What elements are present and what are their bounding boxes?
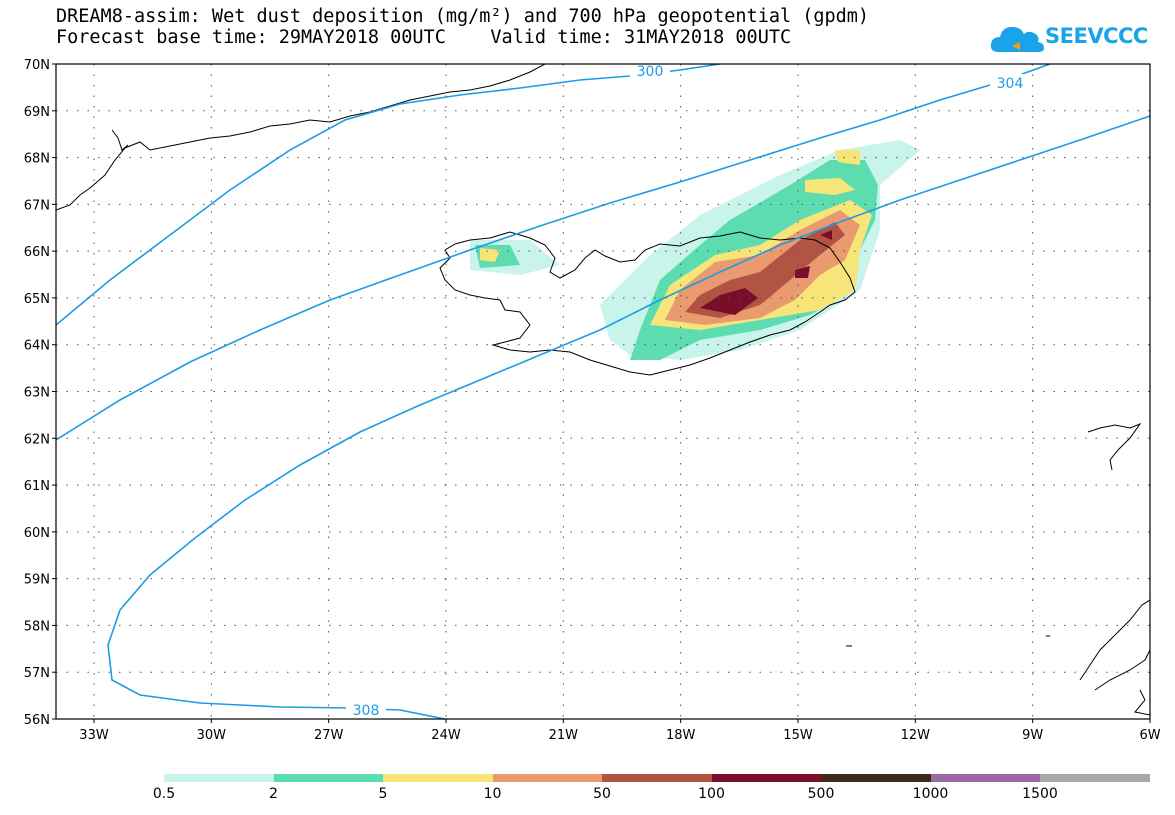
lon-label: 33W — [79, 728, 109, 743]
contour-label-300: 300 — [637, 64, 664, 80]
lat-label: 59N — [24, 573, 50, 588]
lat-label: 60N — [24, 526, 50, 541]
legend-swatch — [930, 774, 1040, 782]
lat-label: 62N — [24, 432, 50, 447]
legend-swatch — [492, 774, 602, 782]
legend-label: 5 — [378, 786, 388, 802]
longitude-labels: 33W 30W 27W 24W 21W 18W 15W 12W 9W 6W — [79, 719, 1161, 743]
legend-label: 10 — [483, 786, 502, 802]
legend-swatch — [383, 774, 493, 782]
legend-label: 1500 — [1022, 786, 1058, 802]
contour-labels: 300 304 308 — [346, 62, 1030, 719]
seevccc-logo: SEEVCCC — [990, 18, 1150, 58]
logo-text: SEEVCCC — [1045, 24, 1148, 48]
legend-swatch — [821, 774, 931, 782]
lon-label: 18W — [666, 728, 696, 743]
dust-deposition-field — [470, 140, 920, 360]
legend-swatch — [602, 774, 712, 782]
lon-label: 24W — [431, 728, 461, 743]
lat-label: 66N — [24, 245, 50, 260]
legend-label: 0.5 — [152, 786, 176, 802]
contour-label-304: 304 — [997, 76, 1024, 92]
legend-swatch — [164, 774, 274, 782]
legend-swatch — [273, 774, 383, 782]
lat-label: 64N — [24, 339, 50, 354]
lat-label: 70N — [24, 58, 50, 73]
coastline — [56, 64, 1150, 716]
lon-label: 21W — [549, 728, 579, 743]
lat-label: 63N — [24, 386, 50, 401]
lat-label: 61N — [24, 479, 50, 494]
lat-label: 65N — [24, 292, 50, 307]
map-title: DREAM8-assim: Wet dust deposition (mg/m²… — [56, 6, 870, 27]
graticule — [56, 64, 1150, 719]
legend-label: 50 — [593, 786, 611, 802]
lat-label: 56N — [24, 713, 50, 728]
map-subtitle: Forecast base time: 29MAY2018 00UTC Vali… — [56, 27, 792, 48]
contour-label-308: 308 — [353, 703, 380, 719]
legend-swatch — [1040, 774, 1150, 782]
legend-swatch — [711, 774, 821, 782]
lon-label: 9W — [1022, 728, 1043, 743]
lat-label: 67N — [24, 198, 50, 213]
legend-label: 1000 — [912, 786, 949, 802]
lon-label: 6W — [1139, 728, 1160, 743]
legend-label: 500 — [807, 786, 835, 802]
lat-label: 68N — [24, 152, 50, 167]
lon-label: 12W — [901, 728, 931, 743]
lon-label: 30W — [197, 728, 227, 743]
lon-label: 27W — [314, 728, 344, 743]
lon-label: 15W — [783, 728, 813, 743]
lat-label: 58N — [24, 619, 50, 634]
legend-label: 100 — [698, 786, 725, 802]
lat-label: 57N — [24, 666, 50, 681]
lat-label: 69N — [24, 105, 50, 120]
legend-label: 2 — [269, 786, 278, 802]
latitude-labels: 70N 69N 68N 67N 66N 65N 64N 63N 62N 61N 60N 59N 58N 5… — [24, 58, 56, 728]
cloud-icon — [990, 27, 1044, 52]
